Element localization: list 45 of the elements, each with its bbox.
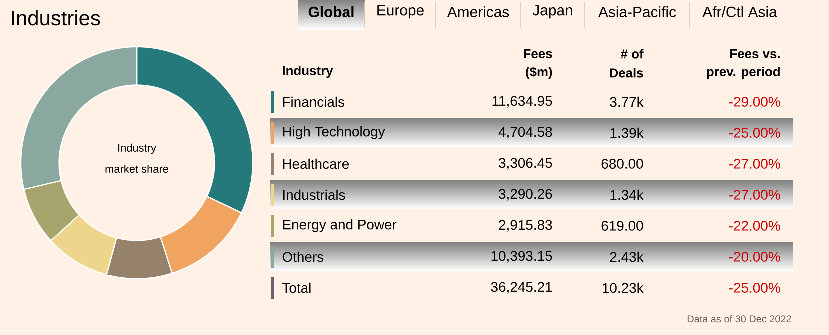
text: Europe	[378, 5, 424, 19]
data-label: 3,306.45	[499, 158, 552, 170]
text: Fees	[524, 49, 552, 59]
text: -20.00%	[729, 252, 780, 262]
data-label: 10,393.15	[492, 251, 552, 263]
text: -25.00%	[729, 128, 780, 138]
text: 680.00	[602, 159, 644, 169]
text: 10.23k	[602, 282, 644, 294]
text: Asia-Pacific	[598, 6, 676, 18]
text: 1.39k	[610, 128, 644, 138]
text: 619.00	[602, 221, 644, 231]
text: Total	[282, 282, 311, 294]
data-label: 2,915.83	[499, 220, 552, 232]
text: 36,245.21	[491, 282, 552, 294]
legend-label: Healthcare	[283, 158, 350, 170]
text: 3.77k	[610, 96, 644, 108]
text: 2.43k	[610, 252, 644, 262]
text: market share	[106, 164, 168, 174]
text: Data as of 30 Dec 2022	[688, 315, 792, 323]
legend-label: Others	[282, 252, 324, 262]
text: Industry	[118, 144, 156, 154]
text: -25.00%	[729, 283, 780, 293]
text: Afr/Ctl Asia	[702, 6, 778, 18]
text: -27.00%	[729, 159, 780, 169]
text: Fees vs.	[730, 49, 780, 59]
text: # of	[621, 49, 644, 59]
data-label: 3,290.26	[499, 189, 552, 201]
text: Americas	[447, 6, 510, 18]
text: Japan	[532, 5, 572, 19]
text: Industry	[283, 66, 334, 78]
legend-label: Energy and Power	[283, 219, 397, 232]
legend-label: Industrials	[283, 190, 346, 200]
legend-label: High Technology	[283, 126, 386, 140]
text: Global	[308, 6, 354, 18]
data-label: 4,704.58	[498, 127, 552, 139]
text: Deals	[610, 68, 644, 78]
text: 1.34k	[610, 190, 644, 200]
text: -27.00%	[729, 190, 780, 200]
text: -22.00%	[729, 221, 780, 231]
text: -29.00%	[729, 97, 780, 107]
legend-label: Financials	[283, 96, 344, 108]
text: ($m)	[526, 66, 552, 80]
chart-title: Industries	[12, 10, 100, 26]
text: prev. period	[707, 66, 780, 80]
data-label: 11,634.95	[492, 96, 552, 108]
